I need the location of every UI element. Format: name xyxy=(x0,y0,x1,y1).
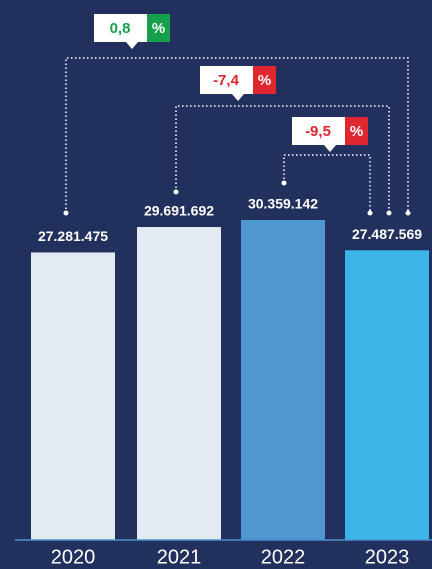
annotation-text: 0,8 xyxy=(110,20,131,37)
annotation-unit: % xyxy=(350,123,363,140)
x-tick-label: 2021 xyxy=(157,546,202,568)
annotation-unit: % xyxy=(258,72,271,89)
annotation-box xyxy=(200,66,253,94)
bracket xyxy=(65,57,409,213)
annotation-pointer xyxy=(232,94,244,101)
annotation-unit: % xyxy=(152,20,165,37)
annotation-box xyxy=(292,117,345,145)
annotation-unit-box xyxy=(345,117,368,145)
bracket-dot xyxy=(386,210,392,216)
x-tick-label: 2023 xyxy=(365,546,410,568)
annotation-pointer xyxy=(324,145,336,152)
bracket-dot xyxy=(173,189,179,195)
value-label: 29.691.692 xyxy=(144,203,214,219)
annotation-pointer xyxy=(126,42,138,49)
value-label: 27.281.475 xyxy=(38,228,108,244)
bracket xyxy=(175,105,390,213)
bar xyxy=(137,227,221,540)
annotation-text: -7,4 xyxy=(213,72,240,89)
annotation-text: -9,5 xyxy=(305,123,331,140)
bracket-dot xyxy=(367,210,373,216)
x-tick-label: 2020 xyxy=(51,546,96,568)
value-label: 30.359.142 xyxy=(248,196,318,212)
annotation-unit-box xyxy=(253,66,276,94)
bracket-dot xyxy=(63,210,69,216)
x-tick-label: 2022 xyxy=(261,546,306,568)
bracket-dot xyxy=(405,210,411,216)
bar xyxy=(31,252,115,540)
bar xyxy=(345,250,429,540)
bracket-dot xyxy=(281,180,287,186)
annotation-box xyxy=(94,14,147,42)
annotation-unit-box xyxy=(147,14,170,42)
bar xyxy=(241,220,325,540)
value-label: 27.487.569 xyxy=(352,226,422,242)
